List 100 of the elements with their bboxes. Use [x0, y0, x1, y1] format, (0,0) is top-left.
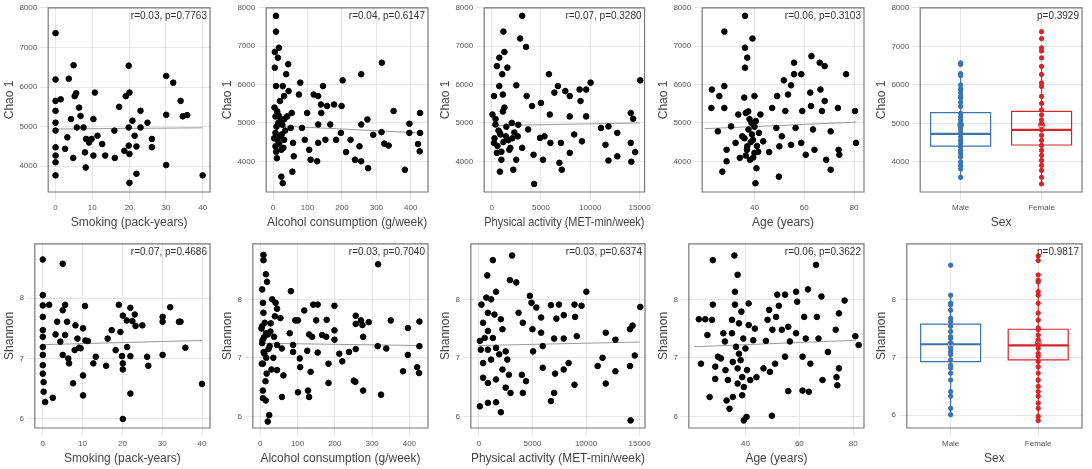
y-axis-title: Chao 1 — [873, 80, 888, 120]
annotation: p=0.3929 — [1037, 9, 1080, 21]
y-tick-label: 7000 — [455, 41, 474, 51]
y-tick-label: 8 — [455, 294, 461, 304]
x-tick-label: 40 — [750, 203, 760, 212]
x-tick-label: Male — [941, 439, 960, 448]
x-tick-label: Female — [1028, 203, 1056, 212]
y-tick-label: 8000 — [673, 3, 692, 12]
x-tick-label: 15000 — [628, 439, 652, 448]
y-tick-label: 6 — [455, 411, 461, 421]
y-tick-label: 8000 — [455, 3, 474, 12]
annotation: p=0.9817 — [1037, 245, 1080, 257]
annotation: r=0.03, p=0.7040 — [348, 245, 426, 257]
y-tick-label: 8000 — [19, 3, 38, 12]
x-tick-label: 0 — [53, 203, 59, 212]
y-tick-label: 5000 — [19, 121, 38, 131]
y-tick-label: 8000 — [237, 3, 256, 12]
y-axis-title: Chao 1 — [437, 80, 452, 120]
y-axis-title: Chao 1 — [219, 80, 234, 120]
y-tick-label: 4000 — [19, 161, 38, 171]
annotation: r=0.07, p=0.4686 — [130, 245, 208, 257]
y-tick-label: 6 — [19, 414, 25, 424]
x-tick-label: 60 — [799, 203, 810, 212]
x-axis-title: Sex — [984, 451, 1005, 466]
x-tick-label: 10000 — [574, 439, 598, 448]
x-tick-label: 10000 — [579, 203, 602, 212]
x-tick-label: 400 — [402, 439, 417, 448]
x-axis-title: Smoking (pack-years) — [64, 451, 181, 466]
x-tick-label: 10 — [87, 203, 98, 212]
x-tick-label: 40 — [740, 439, 751, 448]
annotation: r=0.04, p=0.6147 — [348, 9, 426, 21]
y-tick-label: 6000 — [455, 79, 474, 89]
x-tick-label: 400 — [404, 203, 419, 212]
annotation: r=0.07, p=0.3280 — [565, 9, 642, 21]
y-tick-label: 7 — [891, 352, 897, 362]
y-tick-label: 7000 — [19, 42, 38, 52]
x-tick-label: Female — [1024, 439, 1053, 448]
y-axis-title: Chao 1 — [1, 80, 16, 120]
y-tick-label: 6000 — [673, 79, 692, 89]
x-tick-label: 15000 — [628, 203, 652, 212]
y-axis-title: Shannon — [1, 311, 16, 360]
x-tick-label: 30 — [161, 203, 171, 212]
y-tick-label: 8 — [891, 295, 897, 305]
y-tick-label: 4000 — [455, 156, 474, 166]
y-tick-label: 8 — [19, 293, 25, 303]
x-tick-label: 0 — [476, 439, 482, 448]
x-tick-label: 20 — [117, 439, 128, 448]
x-axis-title: Smoking (pack-years) — [70, 215, 188, 230]
x-tick-label: 40 — [197, 439, 208, 448]
y-tick-label: 6000 — [237, 79, 256, 89]
y-tick-label: 5000 — [891, 118, 910, 128]
x-axis-title: Sex — [990, 215, 1012, 230]
x-axis-title: Physical activity (MET-min/week) — [471, 451, 645, 466]
y-tick-label: 4000 — [237, 156, 256, 166]
annotation: r=0.03, p=0.6374 — [565, 245, 643, 257]
x-tick-label: 100 — [290, 439, 305, 448]
y-tick-label: 8 — [673, 294, 679, 304]
x-tick-label: 300 — [369, 203, 384, 212]
y-tick-label: 7000 — [237, 41, 256, 51]
x-tick-label: 200 — [335, 203, 350, 212]
annotation: r=0.06, p=0.3622 — [784, 245, 862, 257]
x-tick-label: 5000 — [532, 203, 551, 212]
y-tick-label: 6000 — [19, 82, 38, 92]
y-tick-label: 7000 — [673, 41, 692, 51]
x-tick-label: 200 — [328, 439, 343, 448]
y-tick-label: 4000 — [891, 157, 910, 167]
x-tick-label: 30 — [157, 439, 168, 448]
y-tick-label: 5000 — [673, 118, 692, 128]
y-tick-label: 4000 — [673, 156, 692, 166]
x-tick-label: 300 — [365, 439, 380, 448]
y-tick-label: 7 — [19, 353, 25, 363]
x-axis-title: Alcohol consumption (g/week) — [267, 215, 428, 230]
y-tick-label: 6 — [673, 411, 679, 421]
y-tick-label: 6 — [891, 410, 897, 420]
x-axis-title: Physical activity (MET-min/week) — [484, 215, 645, 229]
y-tick-label: 8000 — [891, 3, 910, 12]
x-tick-label: Male — [951, 203, 970, 212]
x-tick-label: 60 — [794, 439, 805, 448]
y-axis-title: Shannon — [437, 311, 452, 360]
x-tick-label: 0 — [258, 439, 264, 448]
y-tick-label: 5000 — [455, 118, 474, 128]
x-tick-label: 0 — [40, 439, 46, 448]
y-axis-title: Chao 1 — [655, 80, 670, 120]
x-axis-title: Age (years) — [745, 451, 808, 466]
x-tick-label: 80 — [848, 439, 859, 448]
y-axis-title: Shannon — [655, 311, 670, 360]
y-axis-title: Shannon — [219, 311, 234, 360]
y-tick-label: 7 — [237, 353, 243, 363]
y-tick-label: 7 — [673, 353, 679, 363]
x-tick-label: 40 — [198, 203, 208, 212]
x-tick-label: 20 — [124, 203, 135, 212]
y-tick-label: 8 — [237, 294, 243, 304]
annotation: r=0.06, p=0.3103 — [784, 9, 862, 21]
x-tick-label: 10 — [78, 439, 88, 448]
x-tick-label: 0 — [270, 203, 276, 212]
x-axis-title: Age (years) — [752, 215, 815, 230]
y-tick-label: 5000 — [237, 118, 256, 128]
x-tick-label: 5000 — [523, 439, 542, 448]
x-tick-label: 0 — [489, 203, 495, 212]
y-tick-label: 7 — [455, 353, 461, 363]
